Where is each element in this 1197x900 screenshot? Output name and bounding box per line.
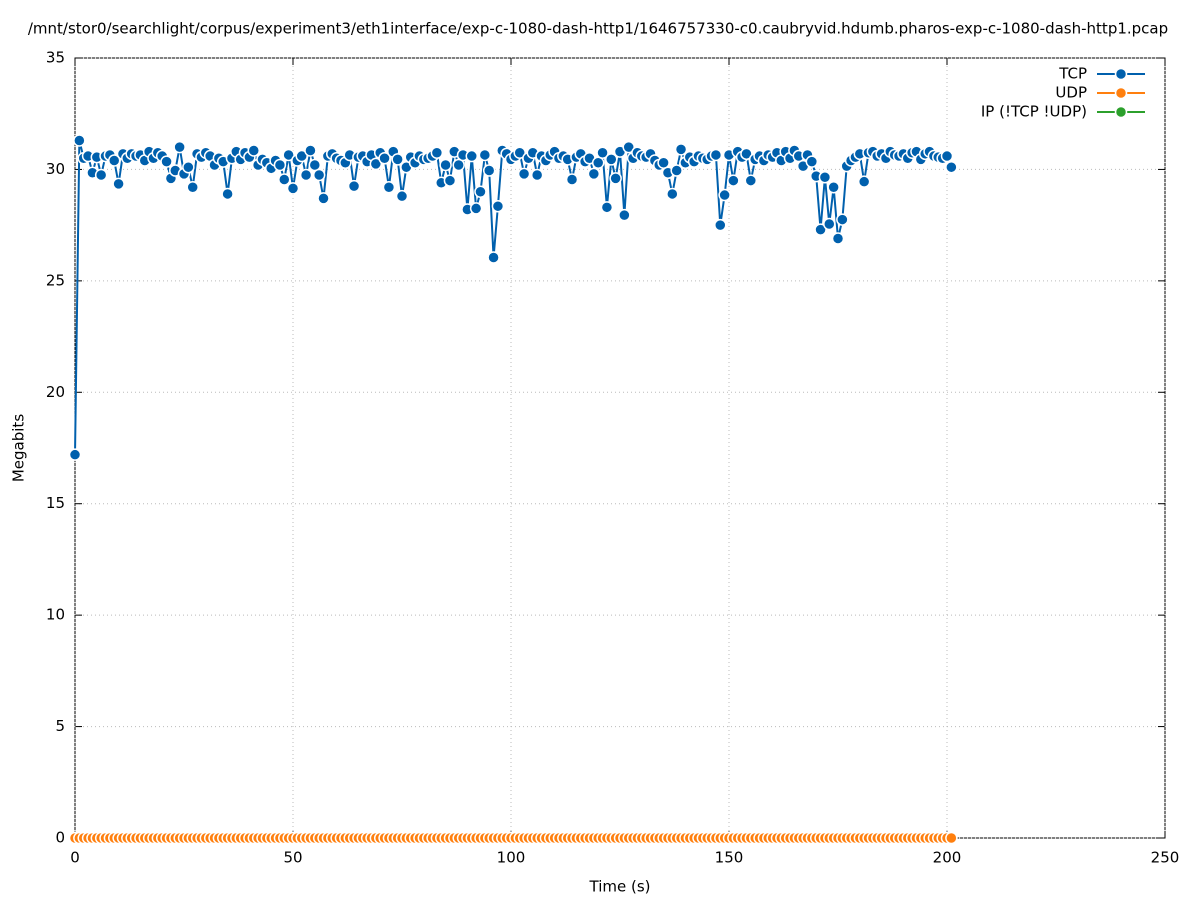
data-point [818,170,832,184]
data-point [487,251,500,264]
data-point [282,148,295,162]
data-point [714,218,727,232]
data-point [740,147,753,161]
data-point [299,168,313,182]
data-point [709,148,723,162]
data-point [482,164,496,177]
data-point [378,152,391,165]
data-point [591,156,605,169]
data-point [439,158,452,172]
legend-label: UDP [1055,84,1087,102]
y-tick-label: 10 [46,606,65,624]
y-tick-label: 20 [46,383,65,401]
data-point [286,182,300,195]
data-point [831,232,845,245]
data-point [443,174,457,187]
data-point [295,149,308,163]
data-point [73,134,86,147]
x-tick-label: 50 [283,849,302,867]
data-point [273,158,287,172]
y-tick-label: 30 [46,160,65,178]
data-point [666,187,679,201]
data-point [814,223,827,236]
data-point [469,202,483,215]
data-point [945,831,958,845]
data-point [513,146,526,159]
data-point [618,208,631,222]
data-point [430,146,444,159]
data-point [312,168,326,182]
data-point [304,144,317,157]
y-tick-label: 25 [46,271,65,289]
data-point [160,155,173,168]
data-point [674,143,688,156]
data-point [347,179,361,193]
data-point [107,154,121,167]
data-point [308,158,322,172]
y-tick-label: 15 [46,494,65,512]
x-tick-label: 100 [497,849,526,867]
x-tick-label: 250 [1151,849,1180,867]
x-tick-label: 200 [933,849,962,867]
data-point [221,187,234,201]
legend-marker [1114,105,1128,119]
data-point [278,173,291,186]
y-axis-label: Megabits [10,414,28,482]
legend-marker [1114,86,1128,100]
data-point [112,177,125,191]
data-point [827,181,840,194]
data-point [744,174,758,187]
data-point [836,213,849,226]
data-point [173,140,186,154]
data-point [605,153,618,166]
legend-label: IP (!TCP !UDP) [981,103,1087,121]
data-point [317,192,330,205]
data-point [587,167,601,181]
data-point [68,448,82,461]
data-point [452,158,465,172]
data-point [940,149,954,163]
data-point [182,160,195,174]
x-tick-label: 0 [70,849,80,867]
y-tick-label: 5 [55,717,65,735]
data-point [718,188,731,202]
data-point [945,160,958,174]
data-point [565,173,579,186]
data-point [805,155,819,168]
data-point [474,185,487,198]
x-tick-label: 150 [715,849,744,867]
data-point [391,153,404,166]
data-point [382,181,396,194]
data-point [94,168,108,182]
series-line [74,140,953,455]
data-point [657,156,670,169]
chart-title: /mnt/stor0/searchlight/corpus/experiment… [28,20,1168,38]
legend-marker [1114,67,1128,81]
data-point [857,175,871,188]
data-point [369,157,383,171]
data-point [186,181,199,194]
data-point [395,189,409,203]
data-point [530,168,544,182]
data-point [609,172,622,185]
data-point [823,217,836,231]
y-tick-label: 0 [55,829,65,847]
x-axis-label: Time (s) [589,878,651,896]
data-point [596,146,609,159]
y-tick-label: 35 [46,49,65,67]
data-point [465,149,479,163]
data-point [600,201,614,214]
data-point [727,174,740,187]
data-point [491,199,505,213]
data-point [247,144,261,157]
data-point [517,167,531,181]
data-point [670,164,683,177]
legend-label: TCP [1058,65,1087,83]
data-point [478,148,492,162]
data-point [622,140,635,154]
